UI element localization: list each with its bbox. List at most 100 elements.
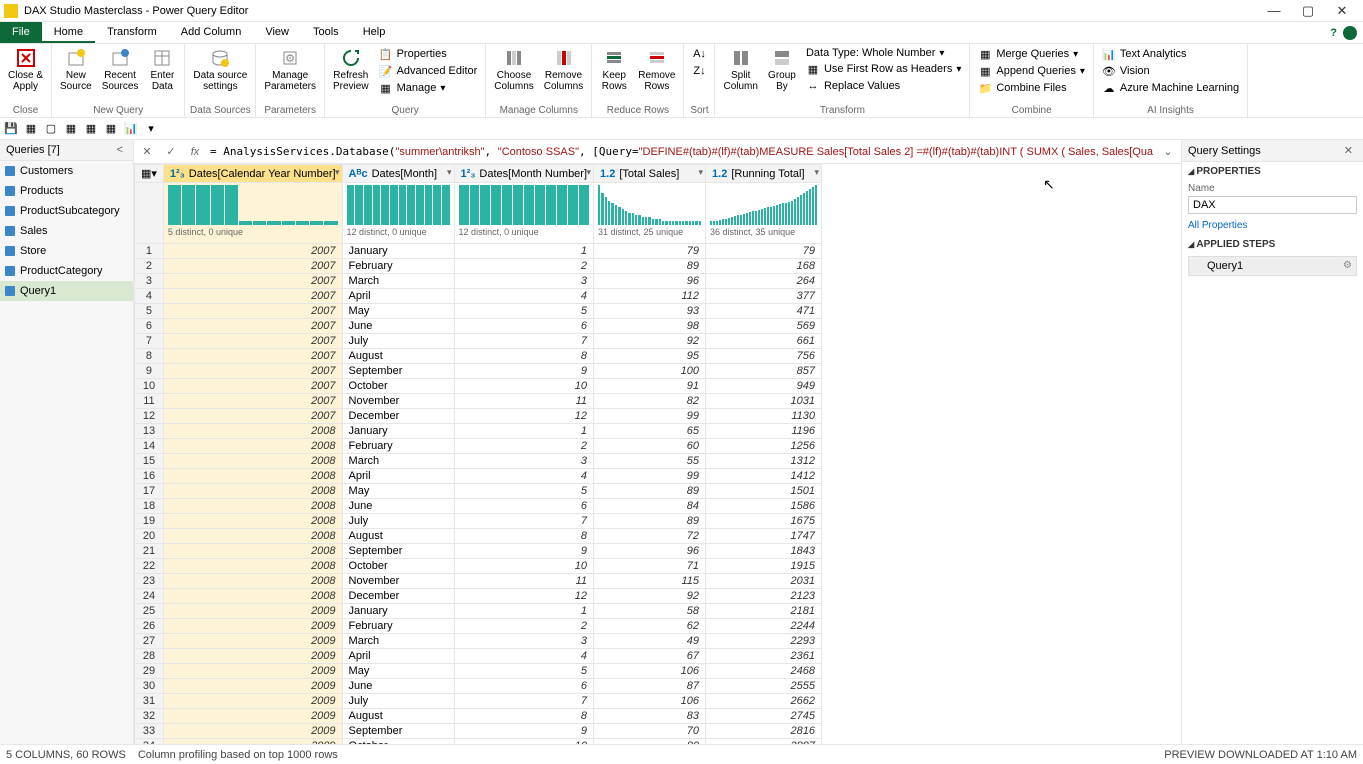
cell[interactable]: 58 [594,604,706,619]
row-number[interactable]: 21 [135,544,164,559]
row-number[interactable]: 4 [135,289,164,304]
row-number[interactable]: 33 [135,724,164,739]
cell[interactable]: 11 [454,394,593,409]
save-icon[interactable]: 💾 [4,122,18,136]
cell[interactable]: 569 [706,319,822,334]
data-source-settings-button[interactable]: Data source settings [189,46,251,94]
step-settings-icon[interactable]: ⚙ [1343,260,1352,271]
cell[interactable]: 2007 [163,394,342,409]
properties-button[interactable]: 📋Properties [375,46,482,62]
cell[interactable]: 1130 [706,409,822,424]
cell[interactable]: 2361 [706,649,822,664]
cell[interactable]: 1031 [706,394,822,409]
cell[interactable]: 8 [454,349,593,364]
cell[interactable]: 2009 [163,679,342,694]
tab-tools[interactable]: Tools [301,22,351,43]
cell[interactable]: 71 [594,559,706,574]
cell[interactable]: August [342,709,454,724]
cell[interactable]: 79 [594,244,706,259]
cell[interactable]: October [342,559,454,574]
row-number[interactable]: 18 [135,499,164,514]
cell[interactable]: 67 [594,649,706,664]
maximize-button[interactable]: ▢ [1291,3,1325,19]
cell[interactable]: 55 [594,454,706,469]
qat-icon-4[interactable]: ▦ [84,122,98,136]
cell[interactable]: 2009 [163,649,342,664]
cell[interactable]: 95 [594,349,706,364]
row-number[interactable]: 25 [135,604,164,619]
cell[interactable]: 4 [454,469,593,484]
remove-columns-button[interactable]: Remove Columns [540,46,587,94]
cell[interactable]: 2009 [163,724,342,739]
cell[interactable]: 89 [594,259,706,274]
cell[interactable]: 1915 [706,559,822,574]
cell[interactable]: 87 [594,679,706,694]
cell[interactable]: 9 [454,724,593,739]
cell[interactable]: 756 [706,349,822,364]
filter-icon[interactable]: ▾ [335,167,340,178]
cell[interactable]: December [342,589,454,604]
cell[interactable]: September [342,544,454,559]
formula-text[interactable]: = AnalysisServices.Database("summer\antr… [210,145,1153,158]
cell[interactable]: 10 [454,559,593,574]
query-item[interactable]: Query1 [0,281,133,301]
cell[interactable]: 99 [594,469,706,484]
tab-transform[interactable]: Transform [95,22,169,43]
cell[interactable]: 106 [594,664,706,679]
cell[interactable]: 2007 [163,319,342,334]
cell[interactable]: 377 [706,289,822,304]
cell[interactable]: 2007 [163,289,342,304]
cell[interactable]: 91 [594,379,706,394]
row-number[interactable]: 5 [135,304,164,319]
cell[interactable]: 82 [594,394,706,409]
cell[interactable]: December [342,409,454,424]
cell[interactable]: 2007 [163,259,342,274]
split-column-button[interactable]: Split Column [719,46,761,94]
cell[interactable]: 9 [454,544,593,559]
qat-icon[interactable]: ▦ [24,122,38,136]
cell[interactable]: 1586 [706,499,822,514]
cell[interactable]: 857 [706,364,822,379]
cell[interactable]: 96 [594,544,706,559]
cell[interactable]: 96 [594,274,706,289]
query-item[interactable]: Products [0,181,133,201]
cell[interactable]: January [342,244,454,259]
cell[interactable]: June [342,679,454,694]
cell[interactable]: 2007 [163,244,342,259]
cell[interactable]: February [342,439,454,454]
vision-button[interactable]: 👁Vision [1098,63,1243,79]
cell[interactable]: 2008 [163,544,342,559]
query-item[interactable]: Store [0,241,133,261]
cell[interactable]: 2008 [163,529,342,544]
row-number[interactable]: 24 [135,589,164,604]
cell[interactable]: 6 [454,679,593,694]
row-number[interactable]: 7 [135,334,164,349]
row-number[interactable]: 31 [135,694,164,709]
row-number[interactable]: 10 [135,379,164,394]
close-button[interactable]: ✕ [1325,3,1359,19]
enter-data-button[interactable]: Enter Data [144,46,180,94]
replace-values-button[interactable]: ↔Replace Values [802,78,965,94]
sort-asc-button[interactable]: A↓ [688,46,710,62]
cell[interactable]: 2008 [163,469,342,484]
cell[interactable]: 112 [594,289,706,304]
cell[interactable]: 3 [454,274,593,289]
filter-icon[interactable]: ▾ [699,167,704,178]
cell[interactable]: 2181 [706,604,822,619]
tab-add-column[interactable]: Add Column [169,22,254,43]
cell[interactable]: 2468 [706,664,822,679]
cell[interactable]: 4 [454,289,593,304]
cell[interactable]: 9 [454,364,593,379]
cell[interactable]: 2007 [163,274,342,289]
recent-sources-button[interactable]: Recent Sources [98,46,143,94]
tab-home[interactable]: Home [42,22,95,43]
cell[interactable]: 83 [594,709,706,724]
cell[interactable]: 4 [454,649,593,664]
new-source-button[interactable]: New Source [56,46,96,94]
cell[interactable]: 1675 [706,514,822,529]
advanced-editor-button[interactable]: 📝Advanced Editor [375,63,482,79]
cell[interactable]: May [342,664,454,679]
row-number[interactable]: 6 [135,319,164,334]
row-number[interactable]: 20 [135,529,164,544]
cell[interactable]: 89 [594,514,706,529]
